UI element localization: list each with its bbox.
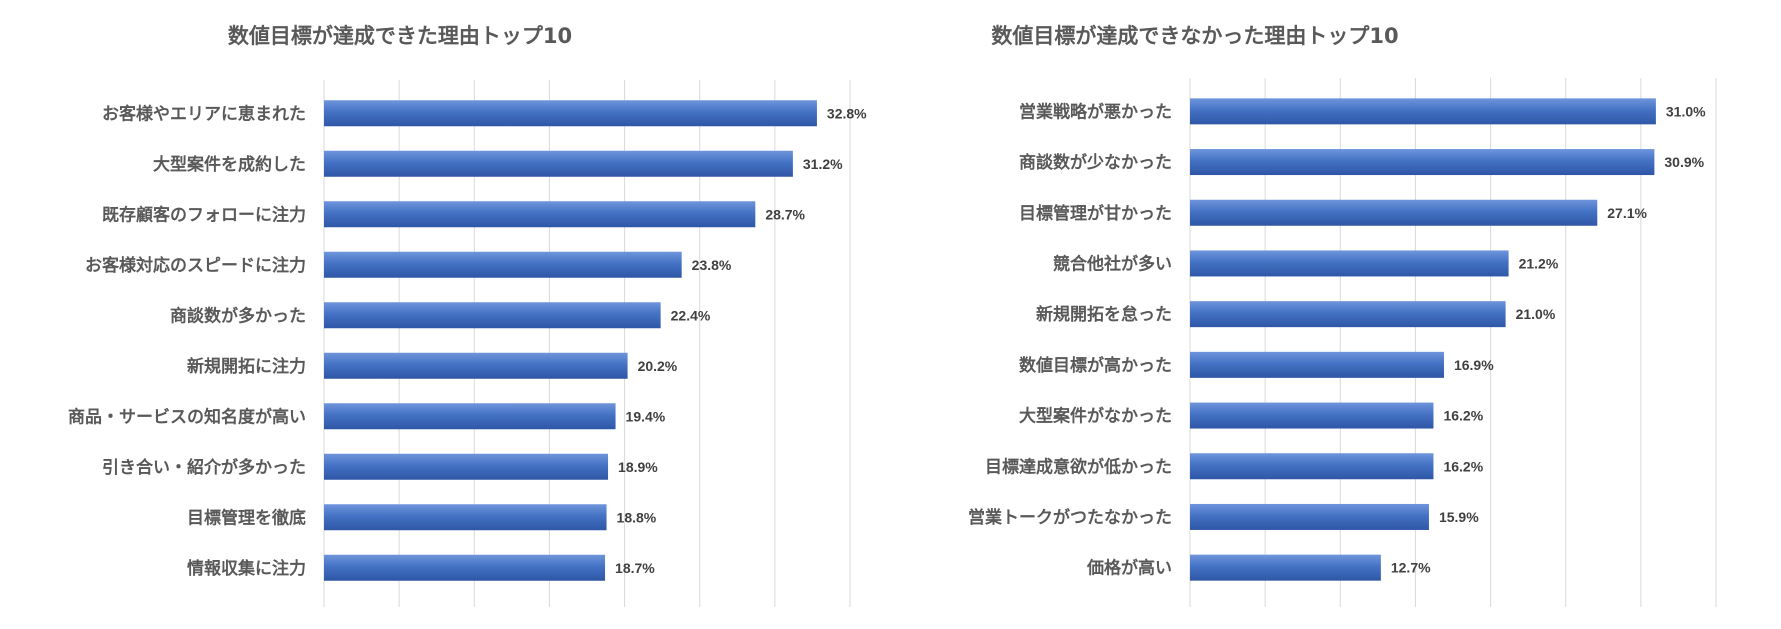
category-label: 目標達成意欲が低かった bbox=[985, 456, 1172, 477]
chart-reasons-achieved: 数値目標が達成できた理由トップ10 お客様やエリアに恵まれた 32.8% 大型案件を… bbox=[0, 0, 880, 629]
bar bbox=[1190, 301, 1506, 328]
category-label: 引き合い・紹介が多かった bbox=[102, 457, 306, 478]
chart-plot: 営業戦略が悪かった 31.0% 商談数が少なかった 30.9% 目標管理が甘かった 27.… bbox=[968, 78, 1717, 607]
category-label: 新規開拓を怠った bbox=[1036, 304, 1172, 325]
bar bbox=[1190, 250, 1509, 277]
category-label: 目標管理が甘かった bbox=[1019, 203, 1172, 224]
data-label: 31.0% bbox=[1666, 103, 1706, 119]
category-label: 商品・サービスの知名度が高い bbox=[68, 406, 306, 427]
bar bbox=[324, 453, 609, 480]
bar bbox=[324, 251, 682, 278]
bar bbox=[1190, 351, 1444, 378]
category-label: 価格が高い bbox=[1086, 558, 1172, 579]
category-label: 商談数が多かった bbox=[170, 305, 306, 326]
data-label: 16.2% bbox=[1443, 458, 1483, 474]
data-label: 16.9% bbox=[1454, 357, 1494, 373]
category-label: 新規開拓に注力 bbox=[187, 356, 306, 377]
bar bbox=[1190, 453, 1434, 480]
category-label: 大型案件を成約した bbox=[153, 154, 306, 175]
bar bbox=[1190, 402, 1434, 429]
data-label: 21.2% bbox=[1519, 255, 1559, 271]
chart-title: 数値目標が達成できた理由トップ10 bbox=[227, 24, 573, 48]
category-label: 営業戦略が悪かった bbox=[1019, 101, 1172, 122]
chart-reasons-not-achieved: 数値目標が達成できなかった理由トップ10 営業戦略が悪かった 31.0% 商談数が少… bbox=[880, 0, 1781, 629]
bar bbox=[1190, 98, 1656, 125]
data-label: 23.8% bbox=[692, 257, 732, 273]
category-label: 大型案件がなかった bbox=[1019, 406, 1172, 427]
category-label: お客様対応のスピードに注力 bbox=[85, 255, 306, 276]
data-label: 18.8% bbox=[617, 509, 657, 525]
category-label: 情報収集に注力 bbox=[187, 558, 306, 579]
data-label: 30.9% bbox=[1664, 154, 1704, 170]
data-label: 28.7% bbox=[765, 206, 805, 222]
data-label: 16.2% bbox=[1443, 408, 1483, 424]
chart-title: 数値目標が達成できなかった理由トップ10 bbox=[991, 24, 1399, 48]
chart-plot: お客様やエリアに恵まれた 32.8% 大型案件を成約した 31.2% 既存顧客のフォロー… bbox=[68, 80, 867, 607]
data-label: 18.9% bbox=[618, 459, 658, 475]
bar bbox=[1190, 199, 1598, 226]
bar bbox=[324, 554, 606, 581]
bar bbox=[1190, 503, 1429, 530]
data-label: 18.7% bbox=[615, 560, 655, 576]
bar bbox=[324, 302, 661, 329]
data-label: 12.7% bbox=[1391, 560, 1431, 576]
data-label: 32.8% bbox=[827, 105, 867, 121]
data-label: 21.0% bbox=[1516, 306, 1556, 322]
data-label: 20.2% bbox=[638, 358, 678, 374]
category-label: 商談数が少なかった bbox=[1019, 152, 1172, 173]
data-label: 31.2% bbox=[803, 156, 843, 172]
data-label: 15.9% bbox=[1439, 509, 1479, 525]
bar bbox=[324, 504, 607, 531]
category-label: 営業トークがつたなかった bbox=[968, 507, 1172, 528]
data-label: 19.4% bbox=[626, 408, 666, 424]
bar bbox=[324, 403, 616, 430]
data-label: 27.1% bbox=[1607, 205, 1647, 221]
category-label: お客様やエリアに恵まれた bbox=[102, 103, 306, 124]
bar bbox=[1190, 554, 1381, 581]
category-label: 目標管理を徹底 bbox=[187, 507, 306, 528]
bar bbox=[324, 201, 756, 228]
bar bbox=[324, 150, 793, 177]
category-label: 数値目標が高かった bbox=[1019, 355, 1172, 376]
category-label: 既存顧客のフォローに注力 bbox=[102, 204, 306, 225]
bar bbox=[324, 352, 628, 379]
bar bbox=[324, 100, 817, 127]
category-label: 競合他社が多い bbox=[1053, 253, 1172, 274]
data-label: 22.4% bbox=[671, 307, 711, 323]
bar bbox=[1190, 149, 1655, 176]
